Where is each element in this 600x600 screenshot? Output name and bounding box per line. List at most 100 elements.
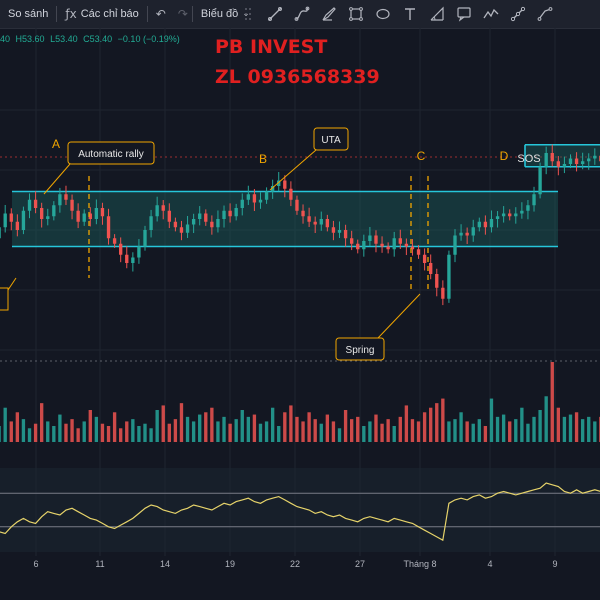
candle-body <box>0 227 1 239</box>
polyline-icon[interactable] <box>477 2 504 26</box>
candlestick-series <box>0 144 600 306</box>
measure-icon[interactable] <box>504 2 531 26</box>
path-icon[interactable] <box>288 2 315 26</box>
candle-body <box>447 254 451 299</box>
candle-body <box>112 238 117 244</box>
candle-body <box>435 274 439 288</box>
candle-body <box>587 158 591 162</box>
candle-body <box>416 249 421 255</box>
trend-line-icon[interactable] <box>261 2 288 26</box>
volume-bar <box>325 414 330 442</box>
candle-body <box>88 213 92 219</box>
candle-body <box>422 254 427 263</box>
cropped-callout-pointer <box>7 277 17 291</box>
volume-bar <box>46 421 50 442</box>
drawing-toolbar <box>234 2 558 26</box>
candle-body <box>307 216 311 222</box>
volume-bar <box>362 426 366 442</box>
candle-body <box>325 219 330 228</box>
candle-body <box>258 199 263 203</box>
candle-body <box>544 153 548 167</box>
candle-body <box>520 210 524 214</box>
volume-bar <box>593 421 597 442</box>
undo-button[interactable]: ↶ <box>148 0 174 28</box>
ellipse-icon[interactable] <box>369 2 396 26</box>
candle-body <box>191 219 196 225</box>
volume-bar <box>3 407 7 442</box>
trading-range-box <box>12 191 558 247</box>
candle-body <box>349 238 354 244</box>
candle-body <box>410 246 415 250</box>
volume-bar <box>544 396 548 442</box>
top-toolbar: So sánh ƒx Các chỉ báo ↶ ↷ Biểu đồ ⌄ <box>0 0 600 29</box>
volume-bar <box>167 423 171 442</box>
candle-body <box>161 205 165 211</box>
candle-body <box>64 194 68 200</box>
x-tick-label: 19 <box>225 559 235 569</box>
arc-icon[interactable] <box>423 2 450 26</box>
volume-bar <box>459 412 463 442</box>
ohlc-change: −0.10 (−0.19%) <box>117 34 180 44</box>
rectangle-icon[interactable] <box>342 2 369 26</box>
compare-button[interactable]: So sánh <box>0 0 56 28</box>
callout-icon[interactable] <box>450 2 477 26</box>
watermark-line-1: PB INVEST <box>215 36 328 58</box>
volume-bar <box>356 416 360 442</box>
rsi-background <box>0 468 600 552</box>
watermark-line-2: ZL 0936568339 <box>215 66 380 88</box>
candle-body <box>222 210 226 219</box>
volume-bar <box>100 423 105 442</box>
indicators-label: Các chỉ báo <box>80 8 139 20</box>
candle-body <box>343 230 348 239</box>
toolbar-divider <box>56 6 58 22</box>
volume-bar <box>222 416 226 442</box>
candle-body <box>270 186 275 192</box>
indicators-button[interactable]: ƒx Các chỉ báo <box>57 0 146 28</box>
drag-handle-icon[interactable] <box>234 2 261 26</box>
label-b: B <box>259 152 267 166</box>
volume-bar <box>380 423 384 442</box>
volume-bar <box>568 414 573 442</box>
volume-bar <box>343 410 348 442</box>
candle-body <box>173 221 178 228</box>
x-tick-label: Tháng 8 <box>403 559 436 569</box>
text-icon[interactable] <box>396 2 423 26</box>
volume-bar <box>52 426 56 442</box>
volume-bar <box>331 421 336 442</box>
volume-bar <box>416 421 421 442</box>
ohlc-low: L53.40 <box>50 34 78 44</box>
volume-bar <box>9 421 13 442</box>
spring-callout-text: Spring <box>346 345 375 356</box>
volume-bar <box>301 421 305 442</box>
candle-body <box>538 166 542 195</box>
label-d: D <box>500 149 509 163</box>
wyckoff-annotations: A B C D SOS Automatic rally UTA Spring <box>0 127 541 361</box>
candle-body <box>119 243 123 255</box>
volume-bar <box>465 421 469 442</box>
candle-body <box>489 219 494 228</box>
curve-icon[interactable] <box>531 2 558 26</box>
redo-button[interactable]: ↷ <box>174 0 192 28</box>
volume-bar <box>131 419 135 442</box>
volume-bar <box>198 414 202 442</box>
candle-body <box>52 205 56 217</box>
candle-body <box>264 191 269 200</box>
candle-body <box>356 243 360 250</box>
ohlc-legend: 40 H53.60 L53.40 C53.40 −0.10 (−0.19%) <box>0 34 183 44</box>
volume-bar <box>422 412 427 442</box>
volume-bar <box>386 419 390 442</box>
candle-body <box>337 230 342 233</box>
volume-bar <box>587 416 591 442</box>
candle-body <box>33 199 38 208</box>
brush-icon[interactable] <box>315 2 342 26</box>
volume-bar <box>106 426 111 442</box>
volume-bar <box>319 423 323 442</box>
volume-bar <box>246 416 251 442</box>
candle-body <box>94 208 99 219</box>
candle-body <box>483 221 488 228</box>
candle-body <box>240 199 244 208</box>
x-tick-label: 14 <box>160 559 170 569</box>
candle-body <box>137 246 141 258</box>
candle-body <box>82 213 86 222</box>
